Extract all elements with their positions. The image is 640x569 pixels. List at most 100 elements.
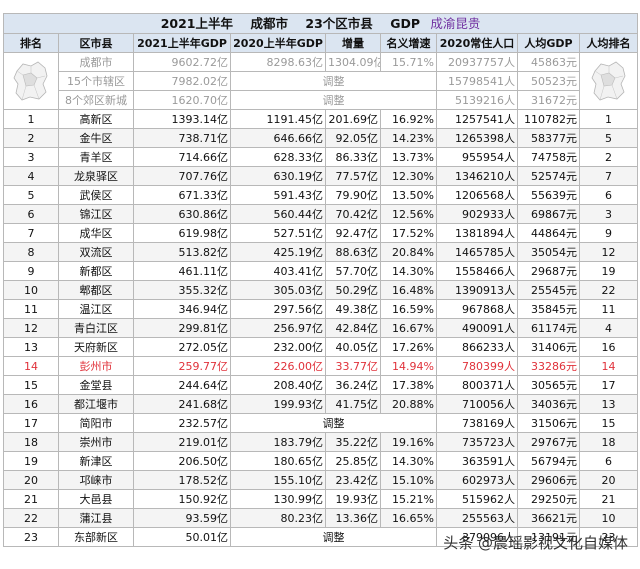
district-name-cell: 青白江区: [58, 318, 134, 338]
gdp-2021-cell: 232.57亿: [133, 413, 231, 433]
summary-row: 成都市 9602.72亿 8298.63亿 1304.09亿 15.71% 20…: [3, 52, 639, 110]
per-capita-rank-cell: 18: [578, 432, 639, 452]
column-header: 2020上半年GDP: [230, 33, 326, 53]
per-capita-rank-cell: 20: [578, 470, 639, 490]
growth-cell: 17.38%: [380, 375, 437, 395]
growth-cell: 19.16%: [380, 432, 437, 452]
summary-gdp2020: 8298.63亿: [230, 52, 326, 72]
summary-gdp2021: 9602.72亿: [133, 52, 231, 72]
growth-cell: 14.30%: [380, 451, 437, 471]
gdp-2020-cell: 80.23亿: [230, 508, 326, 528]
rank-cell: 10: [3, 280, 59, 300]
rank-cell: 7: [3, 223, 59, 243]
district-name-cell: 郫都区: [58, 280, 134, 300]
rank-cell: 13: [3, 337, 59, 357]
per-capita-cell: 74758元: [517, 147, 580, 167]
district-name-cell: 锦江区: [58, 204, 134, 224]
increase-cell: 13.36亿: [325, 508, 381, 528]
per-capita-cell: 35845元: [517, 299, 580, 319]
rank-cell: 20: [3, 470, 59, 490]
population-cell: 1390913人: [436, 280, 518, 300]
increase-cell: 41.75亿: [325, 394, 381, 414]
table-row: 10 郫都区 355.32亿 305.03亿 50.29亿 16.48% 1390913人 2…: [3, 280, 639, 300]
gdp-2020-cell: 560.44亿: [230, 204, 326, 224]
population-cell: 780399人: [436, 356, 518, 376]
district-name-cell: 双流区: [58, 242, 134, 262]
rank-cell: 21: [3, 489, 59, 509]
per-capita-rank-cell: 16: [578, 337, 639, 357]
growth-cell: 13.50%: [380, 185, 437, 205]
summary-name: 成都市: [58, 52, 134, 72]
summary-pop: 15798541人: [436, 71, 518, 91]
growth-cell: 14.94%: [380, 356, 437, 376]
per-capita-cell: 34036元: [517, 394, 580, 414]
footer-watermark: 头条 @晨瑶影视文化自媒体: [443, 534, 628, 552]
adjustment-note-cell: 调整: [230, 413, 437, 433]
rank-cell: 8: [3, 242, 59, 262]
summary-note: 调整: [230, 71, 437, 91]
increase-cell: 35.22亿: [325, 432, 381, 452]
summary-name: 15个市辖区: [58, 71, 134, 91]
gdp-2020-cell: 403.41亿: [230, 261, 326, 281]
district-name-cell: 邛崃市: [58, 470, 134, 490]
summary-pop: 5139216人: [436, 90, 518, 110]
growth-cell: 16.48%: [380, 280, 437, 300]
per-capita-rank-cell: 4: [578, 318, 639, 338]
map-icon: [13, 61, 48, 101]
summary-gdp2021: 7982.02亿: [133, 71, 231, 91]
increase-cell: 19.93亿: [325, 489, 381, 509]
gdp-2021-cell: 346.94亿: [133, 299, 231, 319]
growth-cell: 14.30%: [380, 261, 437, 281]
table-row: 7 成华区 619.98亿 527.51亿 92.47亿 17.52% 1381894人 44…: [3, 223, 639, 243]
table-row: 1 高新区 1393.14亿 1191.45亿 201.69亿 16.92% 1257541…: [3, 109, 639, 129]
gdp-2021-cell: 259.77亿: [133, 356, 231, 376]
per-capita-cell: 36621元: [517, 508, 580, 528]
table-row: 9 新都区 461.11亿 403.41亿 57.70亿 14.30% 1558466人 29…: [3, 261, 639, 281]
population-cell: 1558466人: [436, 261, 518, 281]
gdp-table: 2021上半年 成都市 23个区市县 GDP 成渝昆贵 排名 区市县 2021上…: [2, 13, 639, 547]
per-capita-rank-cell: 17: [578, 375, 639, 395]
rank-cell: 18: [3, 432, 59, 452]
population-cell: 515962人: [436, 489, 518, 509]
district-name-cell: 东部新区: [58, 527, 134, 547]
per-capita-rank-cell: 6: [578, 451, 639, 471]
population-cell: 955954人: [436, 147, 518, 167]
rank-cell: 14: [3, 356, 59, 376]
gdp-2021-cell: 461.11亿: [133, 261, 231, 281]
population-cell: 1346210人: [436, 166, 518, 186]
per-capita-rank-cell: 23: [578, 527, 639, 547]
population-cell: 710056人: [436, 394, 518, 414]
population-cell: 738169人: [436, 413, 518, 433]
summary-note: 调整: [230, 90, 437, 110]
district-name-cell: 温江区: [58, 299, 134, 319]
rank-cell: 22: [3, 508, 59, 528]
district-name-cell: 龙泉驿区: [58, 166, 134, 186]
per-capita-cell: 33286元: [517, 356, 580, 376]
summary-gdp2021: 1620.70亿: [133, 90, 231, 110]
table-row: 14 彭州市 259.77亿 226.00亿 33.77亿 14.94% 780399人 33…: [3, 356, 639, 376]
growth-cell: 16.59%: [380, 299, 437, 319]
increase-cell: 33.77亿: [325, 356, 381, 376]
column-header: 人均排名: [578, 33, 639, 53]
per-capita-rank-cell: 10: [578, 508, 639, 528]
district-name-cell: 天府新区: [58, 337, 134, 357]
increase-cell: 88.63亿: [325, 242, 381, 262]
per-capita-rank-cell: 19: [578, 261, 639, 281]
gdp-2021-cell: 150.92亿: [133, 489, 231, 509]
table-row: 23 东部新区 50.01亿 调整 379096人 13191元 23: [3, 527, 639, 547]
increase-cell: 79.90亿: [325, 185, 381, 205]
column-header: 区市县: [58, 33, 134, 53]
gdp-2021-cell: 671.33亿: [133, 185, 231, 205]
increase-cell: 70.42亿: [325, 204, 381, 224]
rank-cell: 23: [3, 527, 59, 547]
growth-cell: 17.52%: [380, 223, 437, 243]
per-capita-rank-cell: 13: [578, 394, 639, 414]
gdp-2021-cell: 178.52亿: [133, 470, 231, 490]
per-capita-rank-cell: 6: [578, 185, 639, 205]
population-cell: 1257541人: [436, 109, 518, 129]
district-name-cell: 新津区: [58, 451, 134, 471]
summary-growth: 15.71%: [380, 52, 437, 72]
summary-per-capita: 50523元: [517, 71, 580, 91]
gdp-2020-cell: 591.43亿: [230, 185, 326, 205]
column-header: 人均GDP: [517, 33, 580, 53]
